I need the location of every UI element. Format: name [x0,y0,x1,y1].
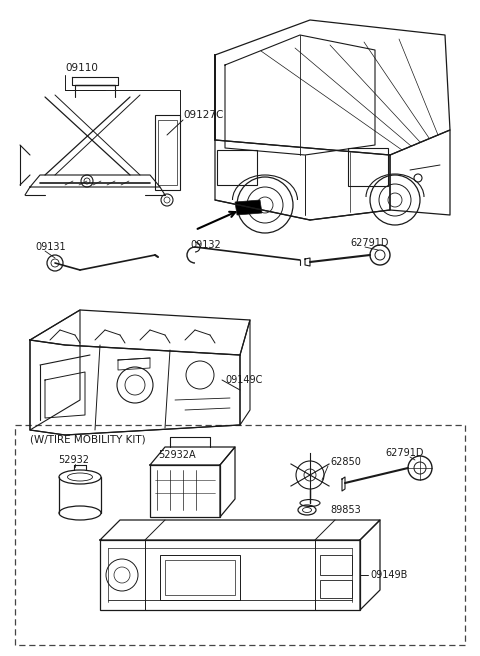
Circle shape [164,197,170,203]
Circle shape [84,178,90,184]
Text: (W/TIRE MOBILITY KIT): (W/TIRE MOBILITY KIT) [30,435,145,445]
Text: 09149B: 09149B [370,570,408,580]
Polygon shape [235,200,262,215]
Text: 09132: 09132 [190,240,221,250]
Text: 89853: 89853 [330,505,361,515]
Bar [15,425,465,645]
Bar [165,560,235,595]
Bar [320,555,352,575]
Text: 52932: 52932 [58,455,89,465]
Bar [155,115,180,190]
Bar [217,150,257,185]
Bar [348,148,388,186]
Circle shape [304,469,316,481]
Text: 09127C: 09127C [183,110,223,120]
Text: 62850: 62850 [330,457,361,467]
Bar [158,120,177,185]
Text: 52932A: 52932A [158,450,196,460]
Bar [320,580,352,598]
Text: 62791D: 62791D [350,238,388,248]
Text: 09131: 09131 [35,242,66,252]
Bar [160,555,240,600]
Text: 09110: 09110 [65,63,98,73]
Bar [150,465,220,517]
Bar [100,540,360,610]
Text: 09149C: 09149C [225,375,263,385]
Text: 62791D: 62791D [385,448,423,458]
